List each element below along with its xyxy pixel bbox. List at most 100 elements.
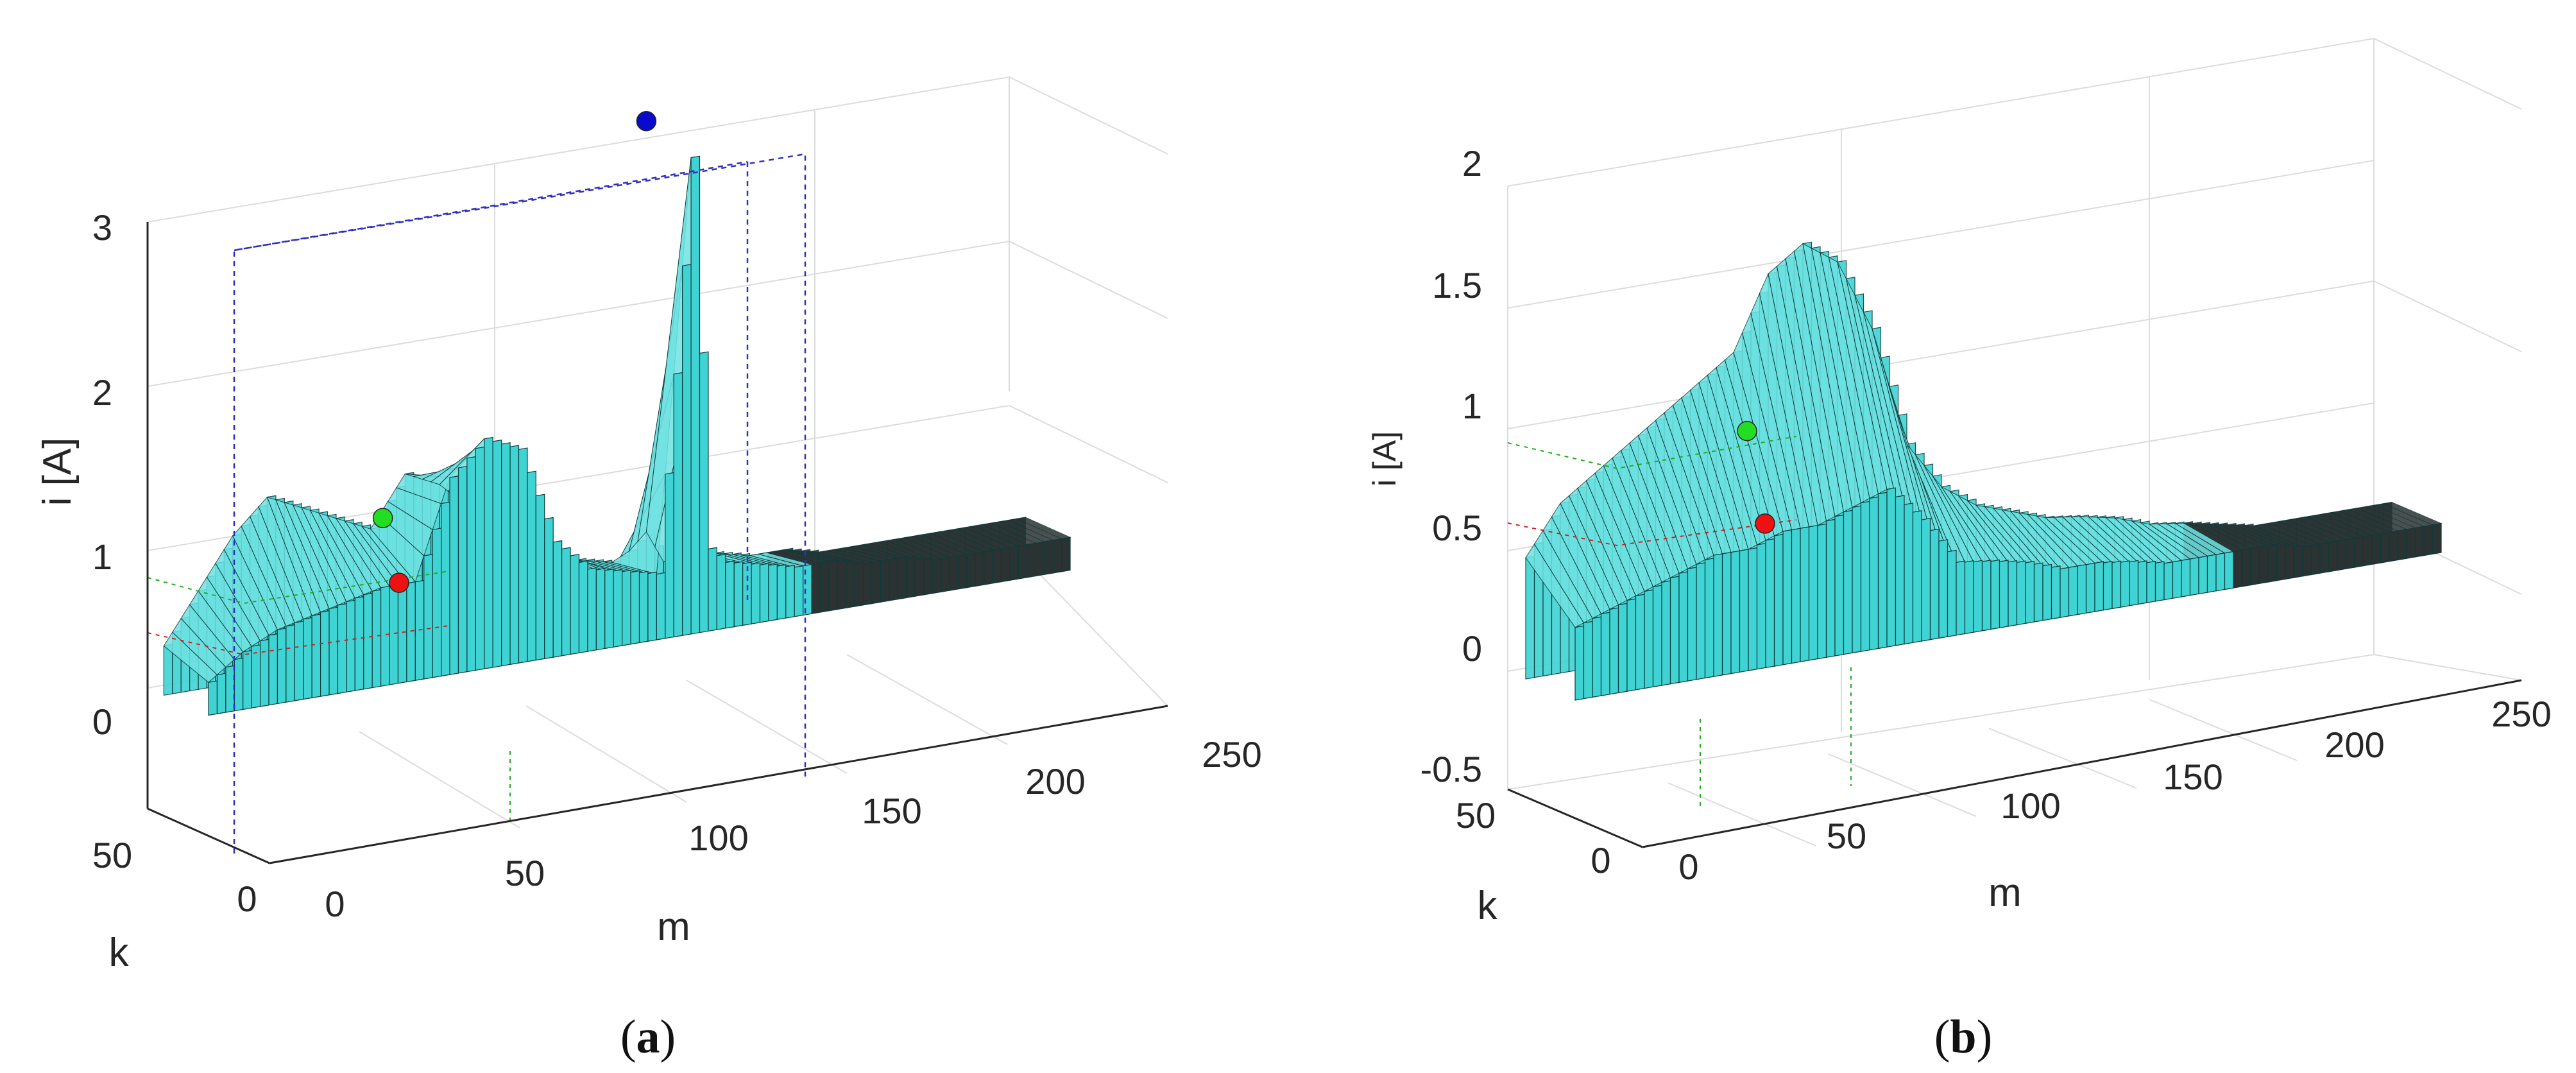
surface-front-bar [484, 436, 493, 669]
surface-front-bar [2328, 540, 2338, 572]
surface-front-bar [570, 554, 580, 655]
surface-front-bar [2146, 560, 2156, 603]
surface-front-bar [2241, 548, 2251, 587]
surface-front-bar [1739, 549, 1749, 673]
surface-front-bar [690, 155, 701, 635]
surface-front-bar [1583, 621, 1593, 700]
surface-front-bar [1834, 514, 1845, 657]
surface-front-bar [665, 472, 674, 639]
surface-front-bar [992, 548, 1002, 584]
z-tick-label: 0.5 [1432, 508, 1482, 548]
red-marker [1755, 513, 1775, 534]
surface-front-bar [1973, 560, 1983, 633]
surface-front-bar [2051, 565, 2061, 620]
panel-b-reference-lines [1507, 436, 1852, 809]
surface-front-bar [578, 560, 588, 654]
surface-front-bar [1947, 549, 1957, 637]
surface-front-bar [1791, 528, 1801, 664]
surface-front-bar [268, 633, 278, 706]
z-tick-label: 1 [1462, 386, 1482, 426]
surface-front-bar [259, 639, 269, 707]
surface-front-bar [1600, 612, 1610, 696]
max-peak-marker [636, 111, 657, 132]
surface-front-bar [837, 560, 847, 610]
z-tick-label: 0 [1462, 628, 1482, 669]
surface-front-bar [2267, 544, 2278, 583]
surface-front-bar [2285, 544, 2295, 580]
surface-front-bar [286, 624, 295, 703]
surface-front-bar [2163, 561, 2174, 601]
surface-front-bar [819, 561, 830, 613]
surface-front-bar [966, 553, 976, 588]
surface-front-bar [2362, 535, 2373, 567]
surface-front-bar [2068, 565, 2078, 617]
surface-front-bar [940, 557, 950, 593]
surface-front-bar [277, 628, 287, 705]
surface-front-bar [561, 547, 571, 657]
surface-front-bar [389, 584, 399, 685]
surface-front-bar [2172, 560, 2182, 599]
surface-front-bar [595, 568, 606, 651]
surface-front-bar [1938, 539, 1949, 639]
surface-front-bar [630, 570, 640, 645]
surface-front-bar [1061, 536, 1071, 572]
surface-front-bar [699, 351, 709, 633]
panel-b-plot: -0.5 0 0.5 1 1.5 2 0 50 100 150 200 250 … [1367, 37, 2552, 928]
surface-front-bar [949, 555, 959, 591]
surface-front-bar [2371, 533, 2382, 565]
surface-front-bar [1687, 567, 1697, 682]
surface-front-bar [457, 465, 468, 674]
z-tick-label: 1.5 [1432, 265, 1482, 305]
surface-front-bar [1644, 589, 1654, 689]
surface-front-bar [1964, 560, 1974, 635]
surface-front-bar [337, 603, 347, 694]
surface-front-bar [1617, 603, 1628, 694]
surface-front-bar [1782, 529, 1793, 665]
panel-a-x-ticks: 0 50 100 150 200 250 [325, 734, 1261, 924]
surface-front-bar [2432, 522, 2442, 555]
surface-front-bar [2233, 549, 2243, 588]
surface-front-bar [406, 581, 416, 683]
surface-front-bar [208, 680, 218, 716]
surface-front-bar [708, 547, 717, 632]
surface-front-bar [225, 665, 235, 713]
panel-a-z-ticks: 0 1 2 3 [92, 207, 112, 742]
caption-a: (a) [620, 1011, 676, 1063]
surface-front-bar [1929, 528, 1940, 640]
panel-a-axes [146, 222, 1168, 864]
surface-front-bar [914, 557, 925, 597]
x-tick-label: 100 [688, 818, 748, 858]
surface-front-bar [733, 561, 744, 628]
green-marker [1737, 420, 1757, 442]
surface-front-bar [234, 657, 244, 712]
surface-front-bar [1730, 550, 1741, 674]
surface-front-bar [587, 567, 597, 652]
surface-front-bar [2033, 562, 2043, 622]
surface-front-bar [1756, 542, 1766, 670]
surface-front-bar [475, 446, 485, 671]
surface-front-bar [957, 554, 968, 590]
surface-front-bar [1800, 526, 1810, 662]
x-tick-label: 150 [2163, 757, 2222, 797]
surface-front-bar [1999, 560, 2009, 629]
surface-front-bar [906, 556, 916, 599]
surface-front-bar [776, 564, 787, 621]
surface-front-bar [354, 596, 364, 691]
x-tick-label: 100 [2000, 785, 2060, 826]
z-tick-label: 3 [92, 207, 112, 248]
surface-front-bar [622, 569, 631, 646]
surface-front-bar [320, 610, 330, 697]
surface-front-bar [923, 558, 933, 596]
surface-front-bar [2397, 529, 2407, 561]
surface-front-bar [2337, 539, 2347, 571]
surface-front-bar [2111, 560, 2122, 610]
surface-front-bar [1678, 571, 1689, 683]
panel-b-surface [1525, 241, 2443, 701]
surface-front-bar [1990, 559, 2000, 630]
surface-front-bar [768, 563, 778, 622]
surface-front-bar [363, 592, 373, 690]
surface-front-bar [751, 562, 761, 624]
surface-front-bar [742, 562, 752, 626]
surface-front-bar [1035, 541, 1045, 577]
surface-front-bar [449, 476, 459, 675]
